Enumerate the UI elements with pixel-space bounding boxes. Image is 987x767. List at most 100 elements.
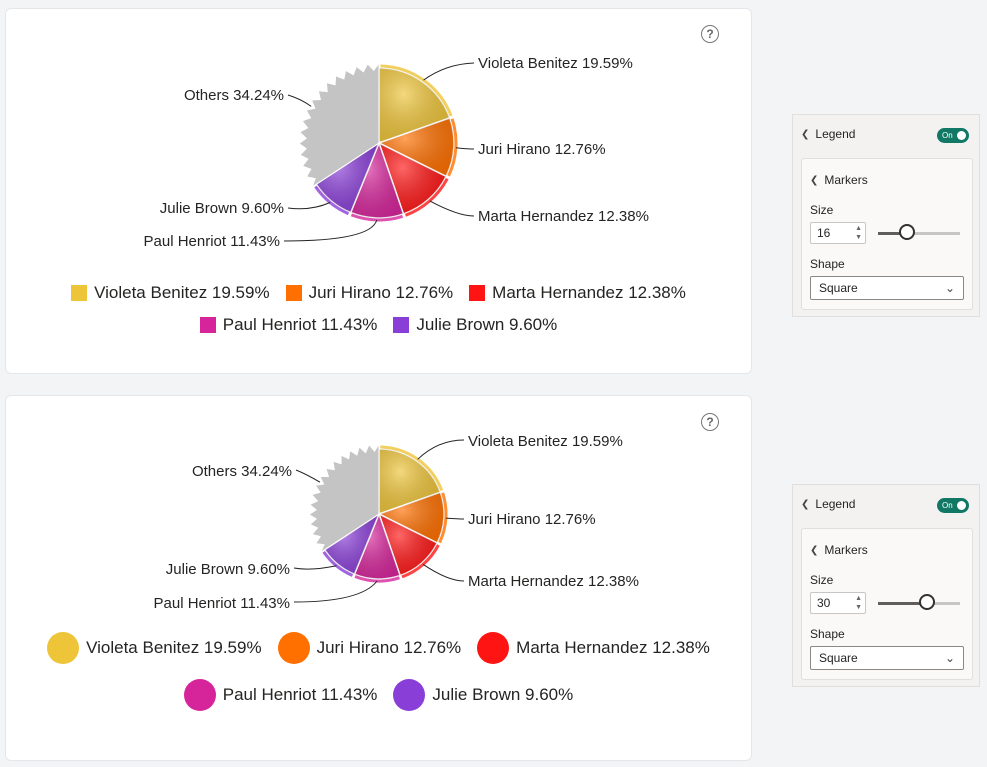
legend-label-marta-hernandez: Marta Hernandez 12.38% xyxy=(492,283,686,302)
pie-slice-paul-henriot-rim xyxy=(350,213,404,222)
legend-marker-violeta-benitez xyxy=(47,631,80,664)
markers-section-header[interactable]: ❮ Markers xyxy=(810,543,868,557)
size-slider[interactable] xyxy=(878,594,960,610)
legend-item-julie-brown[interactable]: Julie Brown 9.60% xyxy=(393,315,557,335)
chevron-down-icon: ⌄ xyxy=(944,281,955,295)
pie-slice-paul-henriot-shade xyxy=(350,143,404,219)
shape-value: Square xyxy=(819,651,858,665)
legend-item-marta-hernandez[interactable]: Marta Hernandez 12.38% xyxy=(469,283,686,303)
spinner-arrows-icon[interactable]: ▲ ▼ xyxy=(855,225,862,241)
leader-line-juri-hirano xyxy=(455,147,475,150)
legend-label-juri-hirano: Juri Hirano 12.76% xyxy=(308,283,454,302)
leader-line-juri-hirano xyxy=(445,517,465,520)
shape-label: Shape xyxy=(810,627,845,641)
size-value: 16 xyxy=(817,226,831,240)
legend-item-julie-brown[interactable]: Julie Brown 9.60% xyxy=(393,678,573,711)
shape-label: Shape xyxy=(810,257,845,271)
legend-item-violeta-benitez[interactable]: Violeta Benitez 19.59% xyxy=(47,631,262,664)
legend-marker-juri-hirano xyxy=(277,631,310,664)
pie-slice-marta-hernandez-rim xyxy=(404,177,449,217)
legend-item-paul-henriot[interactable]: Paul Henriot 11.43% xyxy=(199,315,377,335)
size-label: Size xyxy=(810,203,834,217)
spinner-arrows-icon[interactable]: ▲ ▼ xyxy=(855,595,862,611)
data-label-paul-henriot: Paul Henriot 11.43% xyxy=(144,233,280,250)
slider-thumb[interactable] xyxy=(919,594,936,610)
markers-title: Markers xyxy=(824,173,868,187)
pie-slice-paul-henriot-rim xyxy=(354,575,400,583)
legend-marker-juri-hirano xyxy=(285,285,302,301)
pie-slice-julie-brown-rim xyxy=(314,185,350,216)
legend-section-title: Legend xyxy=(815,497,856,511)
pie-chart-visual-2[interactable]: ? Violeta Benitez 19.59% Juri Hirano 12.7… xyxy=(5,395,752,761)
leader-line-paul-henriot xyxy=(283,219,378,242)
help-icon[interactable]: ? xyxy=(701,25,719,43)
help-icon[interactable]: ? xyxy=(701,413,719,431)
toggle-label: On xyxy=(942,501,953,510)
chevron-down-icon: ❮ xyxy=(810,174,819,186)
leader-line-paul-henriot xyxy=(293,580,378,603)
data-label-violeta-benitez: Violeta Benitez 19.59% xyxy=(478,55,633,72)
legend-marker-marta-hernandez xyxy=(477,631,510,664)
size-spinner[interactable]: 30 ▲ ▼ xyxy=(810,592,866,614)
chevron-down-icon: ❮ xyxy=(810,544,819,556)
data-label-others: Others 34.24% xyxy=(192,463,292,480)
legend-label-marta-hernandez: Marta Hernandez 12.38% xyxy=(516,637,710,657)
size-slider[interactable] xyxy=(878,224,960,240)
data-label-violeta-benitez: Violeta Benitez 19.59% xyxy=(468,433,623,450)
legend-label-juri-hirano: Juri Hirano 12.76% xyxy=(316,637,462,657)
data-label-julie-brown: Julie Brown 9.60% xyxy=(160,200,284,217)
legend-marker-marta-hernandez xyxy=(469,285,486,301)
legend-item-juri-hirano[interactable]: Juri Hirano 12.76% xyxy=(285,283,454,303)
chart-legend-1: Violeta Benitez 19.59% Juri Hirano 12.76%… xyxy=(6,277,751,341)
slider-thumb[interactable] xyxy=(898,224,915,240)
pie-slice-juri-hirano-rim xyxy=(447,118,458,177)
legend-toggle[interactable]: On xyxy=(937,128,969,143)
legend-marker-paul-henriot xyxy=(183,678,216,711)
leader-line-others xyxy=(287,94,312,107)
pie-slice-others[interactable] xyxy=(308,442,380,554)
leader-line-julie-brown xyxy=(293,565,337,570)
size-spinner[interactable]: 16 ▲ ▼ xyxy=(810,222,866,244)
pie-slice-marta-hernandez-rim xyxy=(401,544,440,579)
legend-marker-julie-brown xyxy=(393,317,410,333)
pie-slice-marta-hernandez-shade xyxy=(379,143,447,214)
shape-dropdown[interactable]: Square ⌄ xyxy=(810,276,964,300)
shape-value: Square xyxy=(819,281,858,295)
pie-slice-julie-brown-shade xyxy=(324,514,379,575)
legend-section-header[interactable]: ❮ Legend xyxy=(801,127,855,141)
legend-item-paul-henriot[interactable]: Paul Henriot 11.43% xyxy=(183,678,377,711)
leader-line-marta-hernandez xyxy=(422,563,465,582)
pie-chart-2: Violeta Benitez 19.59% Juri Hirano 12.76%… xyxy=(154,433,639,612)
size-label: Size xyxy=(810,573,834,587)
data-label-paul-henriot: Paul Henriot 11.43% xyxy=(154,595,290,612)
size-value: 30 xyxy=(817,596,831,610)
pie-slice-marta-hernandez-shade xyxy=(379,514,438,576)
leader-line-violeta-benitez xyxy=(417,439,465,460)
pie-slice-others[interactable] xyxy=(298,61,380,189)
shape-dropdown[interactable]: Square ⌄ xyxy=(810,646,964,670)
legend-item-juri-hirano[interactable]: Juri Hirano 12.76% xyxy=(277,631,462,664)
legend-format-pane-1: ❮ Legend On ❮ Markers Size 16 ▲ ▼ Shape S… xyxy=(792,114,980,317)
pie-chart-visual-1[interactable]: ? Violeta Benitez 19.59% Juri Hirano 12.7… xyxy=(5,8,752,374)
leader-line-violeta-benitez xyxy=(423,62,475,81)
slider-fill xyxy=(878,232,907,235)
markers-section-header[interactable]: ❮ Markers xyxy=(810,173,868,187)
legend-item-marta-hernandez[interactable]: Marta Hernandez 12.38% xyxy=(477,631,710,664)
toggle-knob xyxy=(957,131,966,140)
markers-title: Markers xyxy=(824,543,868,557)
legend-section-header[interactable]: ❮ Legend xyxy=(801,497,855,511)
toggle-label: On xyxy=(942,131,953,140)
legend-item-violeta-benitez[interactable]: Violeta Benitez 19.59% xyxy=(71,283,270,303)
data-label-marta-hernandez: Marta Hernandez 12.38% xyxy=(468,573,639,590)
data-label-juri-hirano: Juri Hirano 12.76% xyxy=(468,511,596,528)
pie-slice-violeta-benitez-shade xyxy=(379,68,450,143)
pie-slice-julie-brown-rim xyxy=(322,551,354,577)
legend-toggle[interactable]: On xyxy=(937,498,969,513)
legend-marker-paul-henriot xyxy=(199,317,216,333)
data-label-marta-hernandez: Marta Hernandez 12.38% xyxy=(478,208,649,225)
toggle-knob xyxy=(957,501,966,510)
pie-slice-violeta-benitez-shade xyxy=(379,449,441,514)
pie-slice-juri-hirano-shade xyxy=(379,492,445,543)
legend-format-pane-2: ❮ Legend On ❮ Markers Size 30 ▲ ▼ Shape S… xyxy=(792,484,980,687)
pie-slice-violeta-benitez-rim xyxy=(380,64,453,117)
